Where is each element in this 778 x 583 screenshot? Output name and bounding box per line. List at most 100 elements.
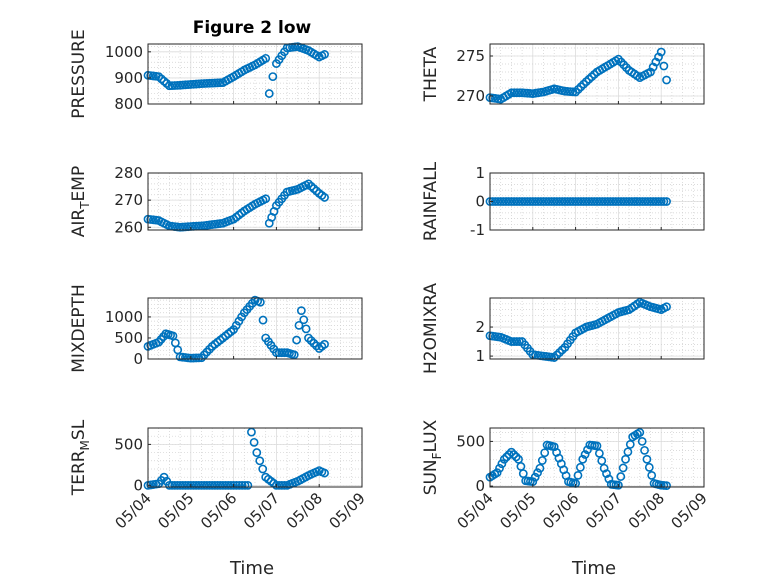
data-point (501, 197, 511, 206)
data-point (544, 197, 554, 206)
data-point (271, 480, 281, 490)
data-point (173, 480, 182, 490)
data-point (583, 445, 592, 455)
data-point (493, 197, 503, 206)
data-point (167, 480, 177, 490)
y-tick-label: 500 (114, 435, 143, 453)
data-point (568, 197, 578, 206)
data-point (616, 197, 626, 206)
data-point (221, 480, 230, 490)
x-tick-label: 05/08 (283, 489, 326, 532)
data-point (528, 197, 538, 206)
y-axis-label: H2OMIXRA (421, 283, 441, 374)
data-point (517, 197, 527, 206)
data-point (576, 197, 586, 206)
data-point (320, 193, 329, 202)
data-point (186, 480, 196, 490)
data-point (294, 320, 304, 330)
data-point (213, 480, 222, 490)
data-point (512, 337, 522, 346)
data-point (312, 341, 321, 351)
data-point (523, 197, 532, 206)
data-point (662, 302, 671, 312)
data-point (488, 197, 498, 206)
data-point (571, 87, 580, 97)
data-point (202, 480, 212, 490)
data-point (223, 480, 233, 490)
data-point (580, 450, 590, 459)
x-tick-label: 05/07 (240, 489, 283, 532)
axes-box (147, 427, 363, 488)
data-point (597, 456, 607, 466)
data-point (289, 350, 299, 360)
data-point (630, 197, 639, 206)
data-point (635, 428, 645, 437)
data-point (258, 315, 268, 325)
data-point (261, 194, 271, 204)
data-point (210, 480, 220, 490)
x-axis-label-left: Time (229, 558, 274, 579)
data-point (531, 197, 540, 206)
data-point (563, 197, 572, 206)
data-point (264, 89, 274, 98)
axes-box (147, 297, 363, 360)
data-series (485, 197, 671, 206)
data-point (616, 472, 626, 481)
data-point (654, 197, 663, 206)
y-axis-label: RAINFALL (421, 161, 441, 241)
data-point (592, 441, 602, 451)
y-tick-label: -1 (470, 221, 485, 239)
data-point (497, 459, 507, 469)
axes-background (148, 428, 362, 487)
data-point (605, 197, 615, 206)
data-point (164, 480, 174, 490)
data-point (506, 337, 516, 346)
data-point (581, 197, 591, 206)
data-point (533, 197, 543, 206)
data-point (299, 315, 309, 325)
data-point (638, 197, 647, 206)
data-point (492, 468, 502, 478)
data-point (537, 456, 547, 465)
data-point (621, 454, 630, 464)
data-point (576, 82, 586, 92)
data-point (595, 197, 605, 206)
x-tick-label: 05/04 (454, 489, 497, 532)
data-point (520, 197, 530, 206)
x-tick-label: 05/05 (154, 489, 197, 532)
data-point (659, 197, 669, 206)
data-point (662, 197, 671, 206)
data-point (651, 197, 661, 206)
data-point (261, 53, 271, 63)
y-axis-label: PRESSURE (69, 29, 89, 118)
data-point (292, 335, 302, 345)
data-series (143, 295, 329, 363)
y-axis-label: MIXDEPTH (69, 284, 89, 373)
data-point (509, 197, 519, 206)
data-point (644, 462, 654, 472)
data-point (304, 333, 313, 343)
data-point (643, 197, 653, 206)
data-point (175, 480, 185, 490)
panel-theta: 270 275 THETA (421, 43, 705, 105)
data-point (498, 197, 508, 206)
data-point (600, 197, 610, 206)
data-point (640, 197, 650, 206)
data-point (618, 463, 628, 473)
data-point (575, 462, 585, 472)
data-point (632, 197, 642, 206)
data-point (194, 480, 204, 490)
data-point (533, 468, 542, 478)
data-point (552, 197, 562, 206)
data-point (280, 480, 289, 490)
data-point (573, 197, 583, 206)
data-point (637, 437, 647, 446)
data-point (525, 197, 535, 206)
data-point (560, 197, 570, 206)
x-tick-label: 05/07 (582, 489, 625, 532)
y-axis-label: THETA (421, 46, 441, 102)
y-tick-label: 800 (114, 95, 143, 113)
y-tick-label: 0 (133, 476, 143, 494)
y-tick-label: 270 (114, 191, 143, 209)
